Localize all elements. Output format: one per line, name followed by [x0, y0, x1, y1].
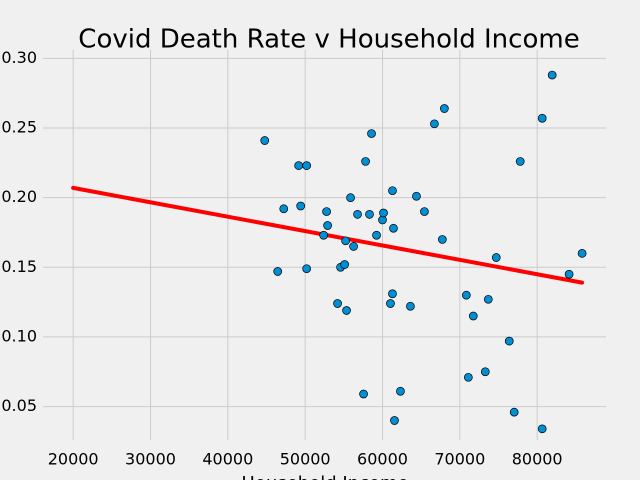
point	[483, 294, 493, 304]
point	[341, 236, 350, 246]
x-tick-label: 60000	[357, 450, 408, 469]
x-tick-label: 80000	[512, 450, 563, 469]
point	[515, 157, 525, 166]
point	[438, 235, 447, 244]
point	[319, 230, 328, 240]
point	[440, 104, 449, 113]
point	[353, 210, 362, 219]
point	[420, 207, 429, 216]
point	[564, 269, 574, 279]
point	[361, 157, 370, 166]
x-tick-label: 50000	[280, 450, 331, 469]
point	[349, 242, 358, 251]
point	[273, 267, 283, 276]
point	[302, 264, 311, 274]
point	[359, 389, 368, 399]
y-tick-label: 0.30	[1, 48, 37, 67]
point	[342, 306, 351, 315]
point	[504, 336, 514, 346]
x-tick-label: 20000	[48, 450, 99, 469]
point	[372, 230, 381, 240]
point	[323, 221, 332, 230]
point	[406, 301, 415, 311]
point	[386, 299, 395, 308]
point	[340, 260, 349, 269]
point	[480, 367, 490, 377]
point	[346, 193, 355, 202]
point	[537, 424, 547, 434]
point	[367, 129, 376, 138]
x-tick-label: 30000	[125, 450, 176, 469]
point	[390, 416, 399, 425]
point	[537, 113, 547, 123]
point	[279, 204, 289, 214]
point	[461, 290, 471, 300]
y-tick-label: 0.05	[1, 396, 37, 415]
y-tick-label: 0.15	[1, 257, 37, 276]
point	[365, 210, 374, 219]
point	[389, 223, 398, 233]
point	[388, 186, 397, 196]
point	[577, 249, 587, 258]
point	[468, 311, 478, 321]
x-tick-label: 40000	[202, 450, 253, 469]
point	[463, 372, 473, 382]
point	[296, 201, 306, 211]
point	[322, 207, 331, 216]
point	[294, 161, 304, 170]
y-tick-label: 0.10	[1, 326, 37, 345]
y-tick-label: 0.25	[1, 118, 37, 137]
point	[333, 299, 342, 308]
y-tick-label: 0.20	[1, 187, 37, 206]
point	[260, 136, 270, 145]
point	[547, 70, 557, 80]
point	[379, 208, 388, 218]
point	[430, 119, 439, 129]
x-tick-label: 70000	[434, 450, 485, 469]
point	[491, 253, 501, 262]
chart-title: Covid Death Rate v Household Income	[78, 25, 579, 55]
point	[396, 386, 405, 396]
point	[509, 407, 519, 417]
point	[388, 289, 397, 299]
x-axis-label: Household Income	[241, 473, 408, 480]
point	[302, 161, 311, 170]
point	[412, 191, 421, 201]
